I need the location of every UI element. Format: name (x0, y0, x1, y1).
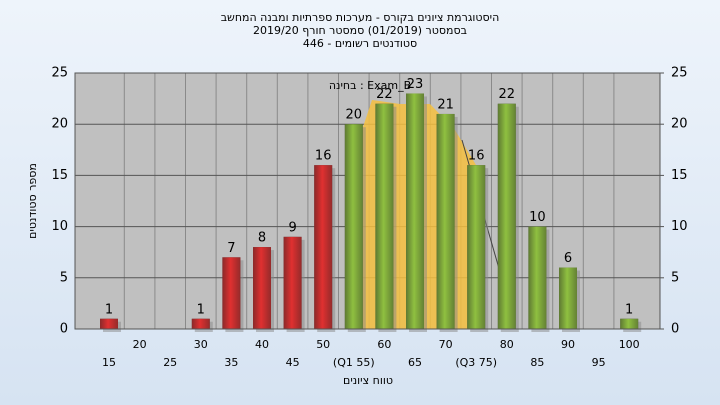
bar-face (406, 93, 424, 329)
y2-tick-label: 0 (671, 322, 679, 337)
y2-tick-label: 5 (671, 270, 679, 285)
data-label: 1 (105, 302, 113, 317)
y2-tick-label: 25 (671, 66, 688, 81)
x-axis-label: טווח ציונים (343, 374, 393, 387)
x-tick-label: 85 (530, 356, 544, 369)
chart-subtitle: סטודנטים רשומים - 446 (303, 37, 417, 50)
x-tick-label: 65 (408, 356, 422, 369)
data-label: 1 (197, 302, 205, 317)
data-label: 7 (227, 241, 235, 256)
x-tick-label: (Q1 55) (333, 356, 375, 369)
x-tick-label: 30 (194, 338, 208, 351)
y-tick-label: 15 (51, 168, 68, 183)
bar-face (191, 318, 210, 329)
y-tick-label: 25 (51, 66, 68, 81)
data-label: 16 (468, 149, 485, 164)
data-label: 20 (346, 108, 363, 123)
chart-title: היסטוגרמת ציונים בקורס - מערכות ספרתיות … (221, 11, 500, 24)
data-label: 22 (376, 87, 393, 102)
data-label: 6 (564, 251, 572, 266)
data-label: 23 (407, 77, 424, 92)
data-label: 9 (288, 220, 296, 235)
data-label: 10 (529, 210, 546, 225)
x-tick-label: 25 (163, 356, 177, 369)
bar-face (222, 257, 241, 329)
chart-subtitle: בסמסטר (01/2019) סמסטר חורף 2019/20 (253, 24, 467, 37)
x-tick-label: 40 (255, 338, 269, 351)
y2-tick-label: 20 (671, 117, 688, 132)
y-tick-label: 10 (51, 219, 68, 234)
x-tick-label: 15 (102, 356, 116, 369)
annotation: בחינה : Exam_B (329, 79, 411, 92)
y2-tick-label: 15 (671, 168, 688, 183)
x-tick-label: 50 (316, 338, 330, 351)
bar-face (436, 113, 455, 330)
bar-face (559, 267, 577, 329)
y-axis-label: מספר סטודנטים (26, 163, 39, 239)
data-label: 1 (625, 302, 633, 317)
y2-tick-label: 10 (671, 219, 688, 234)
data-label: 21 (437, 97, 454, 112)
bar-face (620, 318, 639, 329)
x-tick-label: 20 (133, 338, 147, 351)
x-tick-label: 70 (439, 338, 453, 351)
data-label: 16 (315, 149, 332, 164)
x-tick-label: 90 (561, 338, 575, 351)
x-tick-label: 45 (286, 356, 300, 369)
x-tick-label: 100 (619, 338, 640, 351)
y-tick-label: 5 (60, 270, 68, 285)
plot-border (74, 72, 661, 330)
data-label: 22 (499, 87, 516, 102)
y-tick-label: 20 (51, 117, 68, 132)
bar-face (253, 247, 271, 329)
bar-face (375, 103, 394, 329)
bar-face (497, 103, 516, 329)
y-tick-label: 0 (60, 322, 68, 337)
x-tick-label: 95 (592, 356, 606, 369)
x-tick-label: 60 (377, 338, 391, 351)
bar-face (283, 236, 302, 329)
x-tick-label: (Q3 75) (455, 356, 497, 369)
bar-face (100, 318, 118, 329)
bar-face (344, 124, 363, 329)
bar-face (467, 165, 486, 329)
bar-face (528, 226, 547, 329)
x-tick-label: 35 (224, 356, 238, 369)
bar-face (314, 165, 333, 329)
data-label: 8 (258, 231, 266, 246)
x-tick-label: 80 (500, 338, 514, 351)
